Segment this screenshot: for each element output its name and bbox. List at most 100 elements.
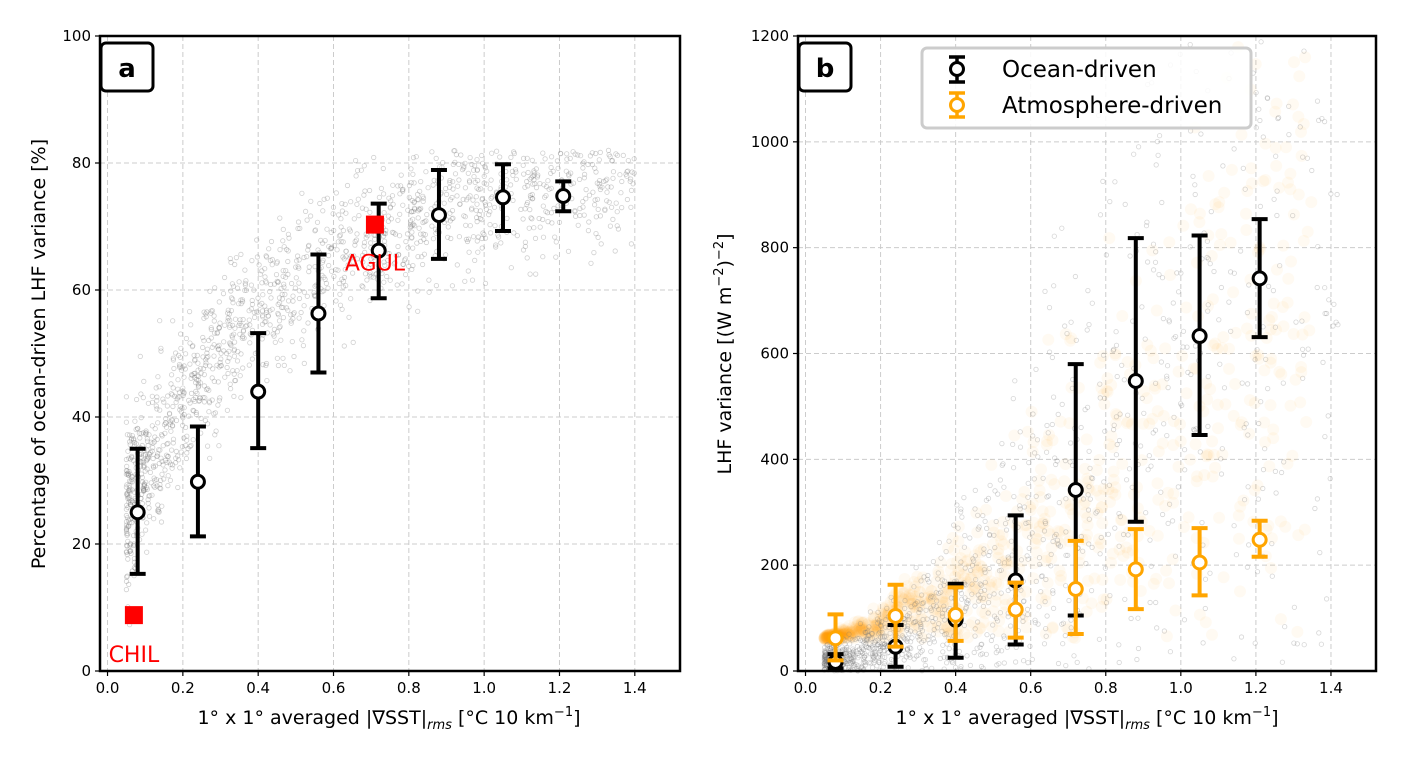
scatter-point-atmosphere <box>1103 438 1116 451</box>
scatter-point <box>157 482 163 488</box>
scatter-point <box>305 320 311 326</box>
scatter-point-atmosphere <box>965 573 977 586</box>
scatter-point <box>352 238 358 245</box>
scatter-point <box>321 288 327 294</box>
scatter-point-atmosphere <box>1100 593 1113 606</box>
scatter-point-ocean <box>984 632 990 638</box>
scatter-point <box>155 451 161 457</box>
scatter-point <box>149 492 155 498</box>
scatter-point <box>172 393 178 399</box>
scatter-point <box>154 436 160 442</box>
scatter-point-ocean <box>1145 259 1151 265</box>
scatter-point-ocean <box>967 535 973 541</box>
scatter-point-atmosphere <box>1169 604 1182 617</box>
scatter-point-ocean <box>1097 395 1103 401</box>
scatter-point <box>249 301 256 307</box>
scatter-point <box>159 503 165 509</box>
scatter-point <box>588 260 594 266</box>
scatter-point <box>140 430 146 436</box>
scatter-point-ocean <box>973 576 979 583</box>
scatter-point-atmosphere <box>1152 445 1165 458</box>
scatter-point <box>214 329 220 336</box>
scatter-point <box>272 339 278 345</box>
scatter-point <box>601 178 607 184</box>
scatter-point-ocean <box>921 657 927 663</box>
scatter-point <box>594 180 600 186</box>
scatter-point-ocean <box>821 657 827 663</box>
scatter-point <box>449 208 456 214</box>
scatter-point-atmosphere <box>853 622 866 635</box>
scatter-point-ocean <box>858 644 865 650</box>
scatter-point <box>158 348 164 354</box>
scatter-point <box>211 378 217 384</box>
scatter-point-ocean <box>1017 429 1023 435</box>
scatter-point-ocean <box>872 657 878 664</box>
scatter-point-ocean <box>1299 318 1305 324</box>
scatter-point <box>143 430 149 436</box>
scatter-point <box>141 487 147 494</box>
scatter-point-atmosphere <box>1081 511 1094 524</box>
scatter-point-atmosphere <box>930 603 943 616</box>
scatter-point-atmosphere <box>1107 473 1120 486</box>
scatter-point <box>338 224 344 230</box>
scatter-point-atmosphere <box>849 616 861 629</box>
scatter-point-ocean <box>1182 447 1188 453</box>
scatter-point-ocean <box>1207 261 1213 267</box>
scatter-point <box>395 183 401 189</box>
scatter-point-ocean <box>1325 413 1331 419</box>
scatter-point <box>169 392 175 398</box>
scatter-point <box>525 169 531 176</box>
scatter-point <box>155 506 161 513</box>
scatter-point <box>546 186 552 192</box>
scatter-point-ocean <box>926 579 932 585</box>
scatter-point <box>330 204 337 210</box>
scatter-point-ocean <box>916 606 922 612</box>
scatter-point <box>205 421 211 427</box>
scatter-point <box>173 399 179 405</box>
errorbar-point-ocean <box>1127 236 1144 524</box>
scatter-point-atmosphere <box>944 626 956 639</box>
scatter-point <box>220 290 227 297</box>
scatter-point-ocean <box>852 654 858 660</box>
scatter-point <box>599 184 605 190</box>
scatter-point-ocean <box>1005 587 1011 594</box>
scatter-point <box>570 149 576 155</box>
scatter-point <box>476 212 482 218</box>
scatter-point <box>450 215 456 221</box>
scatter-point-atmosphere <box>1135 454 1148 467</box>
scatter-point-atmosphere <box>1097 350 1110 362</box>
scatter-point <box>144 486 150 492</box>
scatter-point <box>170 357 176 363</box>
scatter-point <box>288 318 294 324</box>
errorbar-marker <box>494 189 511 206</box>
scatter-point-ocean <box>885 650 891 656</box>
scatter-point-ocean <box>869 650 876 657</box>
scatter-point-ocean <box>881 648 888 654</box>
scatter-point-atmosphere <box>1103 232 1116 245</box>
scatter-point <box>232 377 238 384</box>
scatter-point <box>328 244 334 250</box>
scatter-point <box>363 235 369 241</box>
scatter-point <box>191 408 197 414</box>
scatter-point <box>216 443 222 449</box>
scatter-point-atmosphere <box>960 555 973 568</box>
scatter-point <box>317 200 323 207</box>
scatter-point-atmosphere <box>863 627 876 639</box>
scatter-point-atmosphere <box>1160 564 1173 577</box>
scatter-point <box>380 191 387 197</box>
scatter-point <box>124 471 131 477</box>
scatter-point-atmosphere <box>871 621 884 634</box>
scatter-point-atmosphere <box>913 604 926 617</box>
scatter-point-atmosphere <box>1207 339 1220 352</box>
scatter-point <box>416 206 422 212</box>
scatter-point <box>469 161 475 168</box>
scatter-point <box>577 153 584 159</box>
scatter-point <box>340 239 346 245</box>
scatter-point <box>196 373 202 379</box>
scatter-point-ocean <box>1033 493 1039 499</box>
scatter-point-ocean <box>1089 587 1095 594</box>
scatter-point <box>141 481 148 487</box>
scatter-point-atmosphere <box>962 631 974 644</box>
scatter-point-atmosphere <box>909 606 922 619</box>
scatter-point <box>482 235 489 241</box>
